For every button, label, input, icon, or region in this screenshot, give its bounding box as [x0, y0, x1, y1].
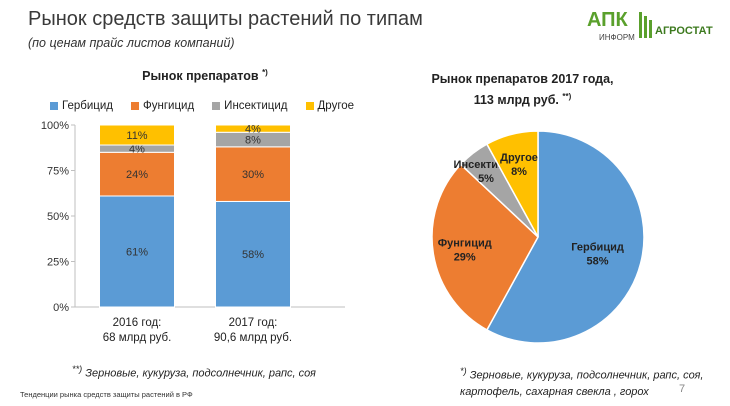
- pie-chart: Гербицид58%Фунгицид29%Инсектицид5%Другое…: [431, 130, 645, 344]
- x-tick-label: 90,6 млрд руб.: [214, 332, 292, 344]
- footnote-right-line2: картофель, сахарная свекла , горох: [460, 385, 649, 398]
- legend-swatch: [305, 102, 314, 110]
- bar-data-label: 11%: [126, 130, 147, 142]
- bar-data-label: 58%: [242, 249, 264, 261]
- pie-slice-name: Фунгицид: [438, 238, 492, 250]
- pie-slice: [431, 163, 539, 331]
- legend-item-fungicide: Фунгицид: [130, 100, 195, 112]
- footnote-left-text: Зерновые, кукуруза, подсолнечник, рапс, …: [85, 367, 316, 380]
- pie-slice-value: 8%: [511, 166, 527, 178]
- footnote-left-mark: **): [72, 364, 83, 374]
- legend-item-insecticide: Инсектицид: [212, 100, 288, 112]
- legend-item-other: Другое: [305, 100, 355, 112]
- bar-segment: [99, 124, 175, 146]
- logo-apk-text: АПК: [587, 9, 629, 31]
- footnote-right: *) Зерновые, кукуруза, подсолнечник, рап…: [460, 363, 703, 400]
- bar-data-label: 61%: [126, 246, 148, 258]
- bar-data-label: 8%: [245, 135, 261, 147]
- pie-slice-name: Гербицид: [571, 241, 624, 253]
- logo-bar-icon: [639, 12, 642, 38]
- bar-segment: [99, 151, 175, 197]
- logo: АПК ИНФОРМ АГРОСТАТ: [587, 9, 713, 42]
- pie-slice-name: Другое: [500, 152, 538, 164]
- bar-segment: [215, 146, 291, 202]
- y-tick-label: 50%: [47, 211, 69, 223]
- footnote-right-text1: Зерновые, кукуруза, подсолнечник, рапс, …: [469, 369, 704, 382]
- x-tick-label: 68 млрд руб.: [103, 332, 172, 344]
- bar-data-label: 4%: [245, 124, 261, 136]
- legend-label: Другое: [317, 100, 355, 112]
- legend-item-herbicide: Гербицид: [50, 100, 113, 112]
- y-tick-label: 25%: [47, 257, 69, 269]
- legend-label: Инсектицид: [224, 100, 288, 112]
- pie-chart-title-line1: Рынок препаратов 2017 года,: [431, 72, 614, 86]
- footnote-right-mark: *): [460, 366, 467, 376]
- footnote-left: **) Зерновые, кукуруза, подсолнечник, ра…: [72, 364, 316, 380]
- pie-slice: [485, 130, 539, 238]
- y-tick-label: 75%: [47, 166, 69, 178]
- pie-slice-value: 29%: [454, 252, 476, 264]
- pie-slice-value: 5%: [478, 173, 494, 185]
- logo-inform-text: ИНФОРМ: [599, 33, 635, 42]
- page-number: 7: [679, 383, 686, 395]
- legend-label: Фунгицид: [142, 100, 195, 112]
- legend-swatch: [50, 102, 58, 110]
- bar-chart: 0% 25% 50% 75% 100% 61% 24% 4% 11% 2016 год: 68 мл…: [41, 120, 345, 344]
- bar-data-label: 30%: [242, 169, 264, 181]
- bar-data-label: 4%: [129, 144, 145, 156]
- bar-chart-title-mark: *): [262, 68, 268, 77]
- pie-slice: [485, 130, 645, 344]
- bar-segment: [215, 200, 291, 308]
- pie-chart-title-line2-text: 113 млрд руб.: [473, 93, 559, 108]
- pie-chart-title-line2: 113 млрд руб. **): [405, 88, 640, 109]
- logo-agrostat-text: АГРОСТАТ: [655, 25, 713, 37]
- legend-label: Гербицид: [62, 100, 113, 112]
- bar-chart-legend: Гербицид Фунгицид Инсектицид Другое: [50, 100, 354, 112]
- legend-swatch: [130, 102, 139, 110]
- page-title: Рынок средств защиты растений по типам: [28, 8, 423, 30]
- pie-chart-title: Рынок препаратов 2017 года, 113 млрд руб…: [405, 70, 640, 109]
- logo-bar-icon: [649, 20, 652, 38]
- page-subtitle: (по ценам прайс листов компаний): [28, 36, 235, 50]
- bar-chart-title: Рынок препаратов *): [70, 68, 340, 83]
- footnote-right-line1: *) Зерновые, кукуруза, подсолнечник, рап…: [460, 363, 703, 384]
- bottom-caption: Тенденции рынка средств защиты растений …: [20, 390, 193, 399]
- pie-chart-title-mark: **): [562, 92, 572, 101]
- bar-data-label: 24%: [126, 169, 148, 181]
- legend-swatch: [212, 102, 221, 110]
- x-tick-label: 2017 год:: [229, 317, 278, 329]
- bar-chart-title-text: Рынок препаратов: [142, 69, 259, 84]
- logo-bar-icon: [644, 16, 647, 38]
- pie-slice-value: 58%: [587, 255, 609, 267]
- bar-segment: [215, 124, 291, 133]
- y-tick-label: 100%: [41, 120, 69, 132]
- x-tick-label: 2016 год:: [113, 317, 162, 329]
- y-tick-label: 0%: [53, 302, 69, 314]
